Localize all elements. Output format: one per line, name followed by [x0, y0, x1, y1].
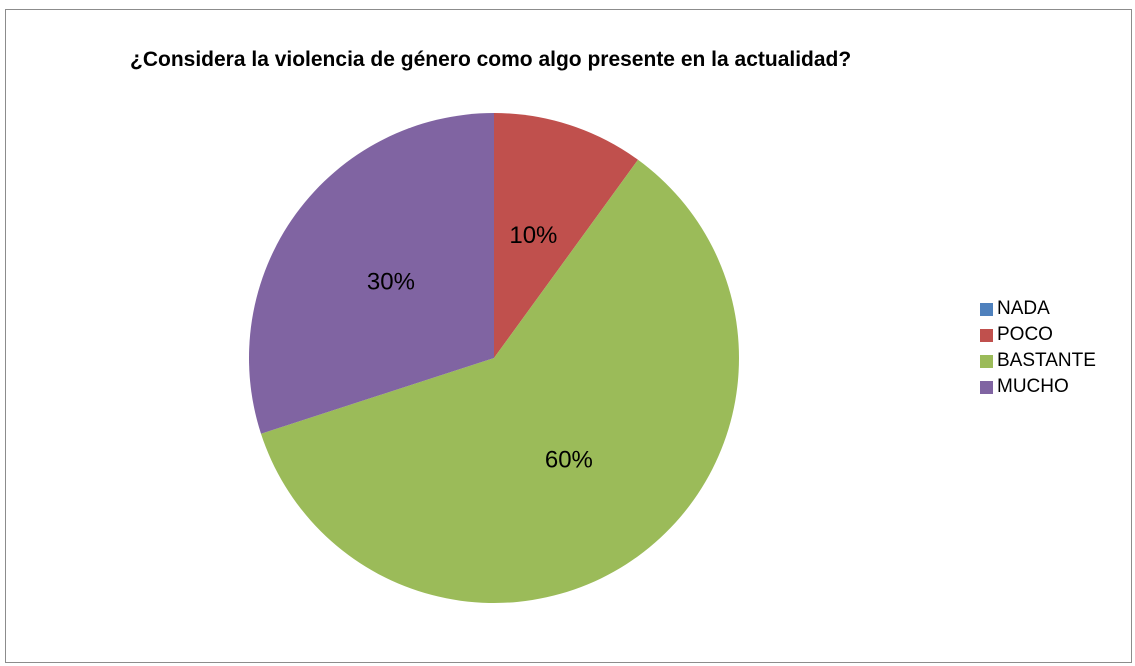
legend-swatch-nada [980, 302, 993, 316]
data-label-poco: 10% [509, 222, 557, 249]
data-label-mucho: 30% [367, 268, 415, 295]
data-label-bastante: 60% [545, 446, 593, 473]
pie-slice-mucho [248, 113, 494, 434]
legend-label-poco: POCO [997, 324, 1053, 345]
legend-label-mucho: MUCHO [997, 376, 1069, 397]
legend-item-mucho: MUCHO [980, 374, 1125, 400]
legend-label-bastante: BASTANTE [997, 350, 1096, 371]
chart-legend: NADA POCO BASTANTE MUCHO [980, 296, 1125, 400]
legend-item-poco: POCO [980, 322, 1125, 348]
legend-swatch-bastante [980, 354, 993, 368]
pie-slice-poco [494, 113, 639, 358]
legend-label-nada: NADA [997, 298, 1050, 319]
legend-item-nada: NADA [980, 296, 1125, 322]
pie-slice-bastante [260, 159, 739, 604]
legend-swatch-mucho [980, 380, 993, 394]
chart-title: ¿Considera la violencia de género como a… [130, 48, 852, 71]
legend-item-bastante: BASTANTE [980, 348, 1125, 374]
legend-swatch-poco [980, 328, 993, 342]
